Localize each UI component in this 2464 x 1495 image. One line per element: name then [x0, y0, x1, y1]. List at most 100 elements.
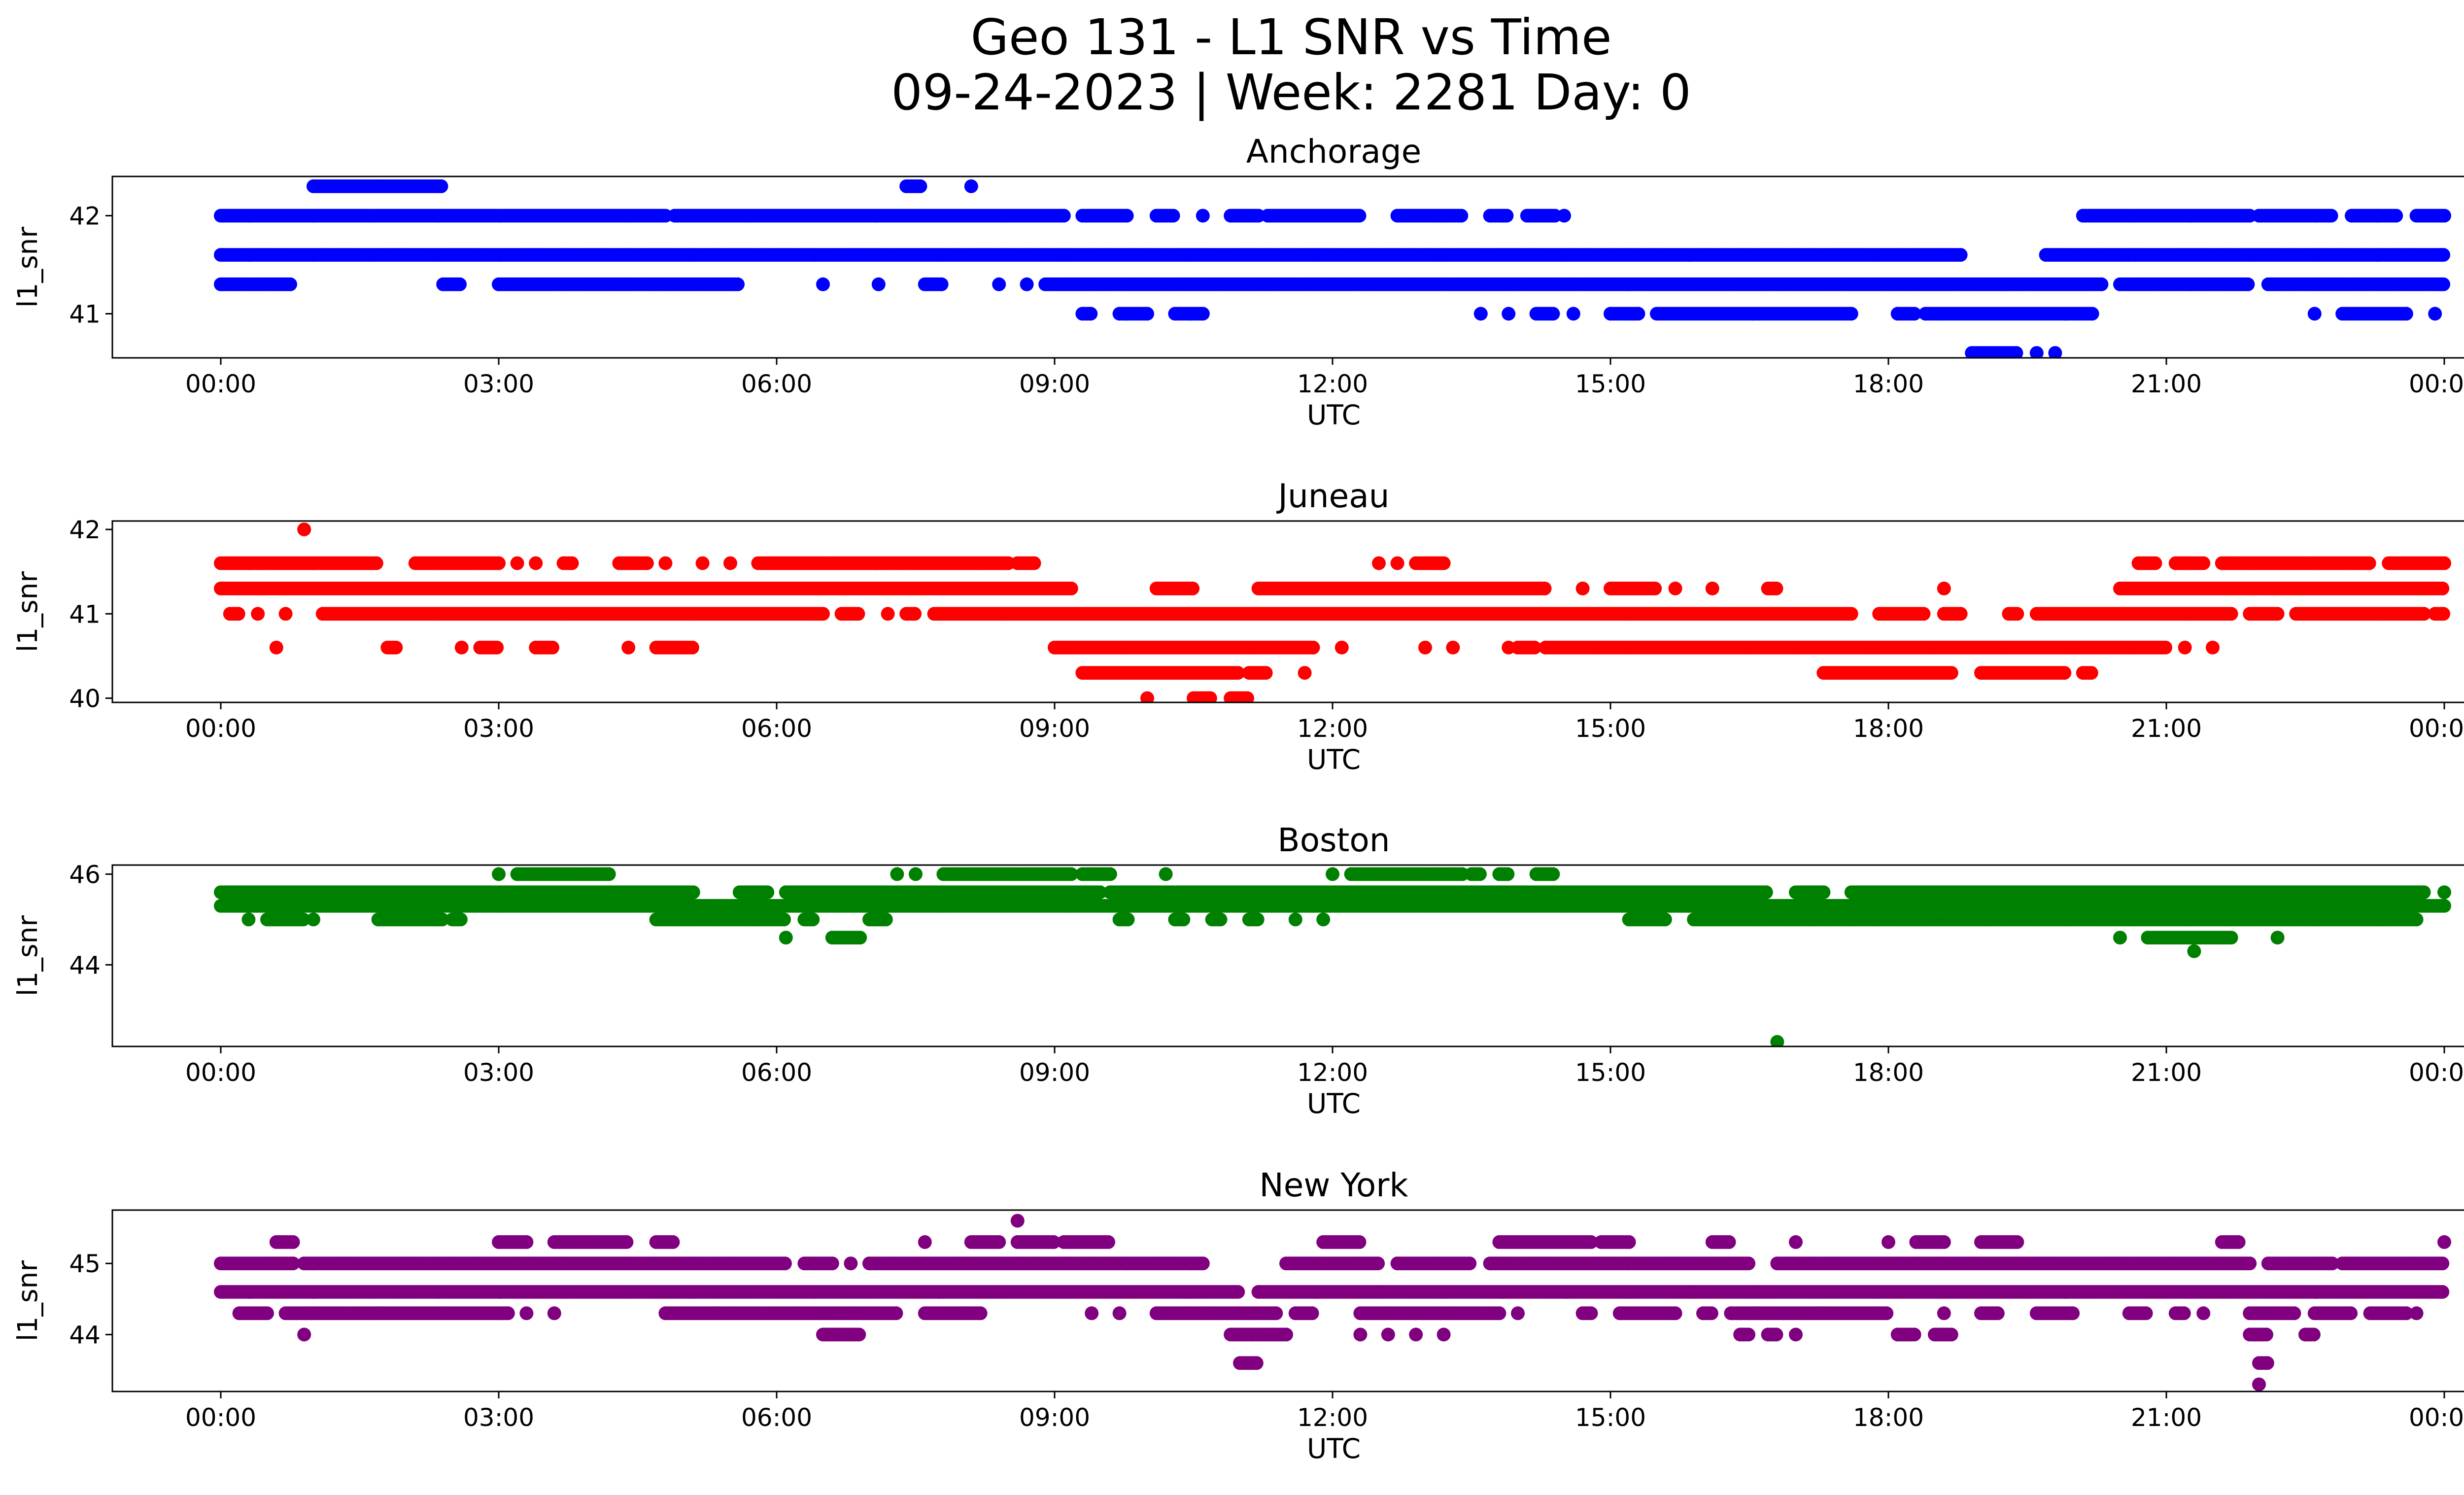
x-axis-label: UTC: [1307, 399, 1361, 431]
data-point: [2084, 666, 2098, 680]
data-point: [1575, 581, 1590, 595]
data-point: [1064, 867, 1078, 881]
data-point: [1186, 581, 1200, 595]
data-point: [510, 556, 524, 570]
data-point: [2435, 581, 2450, 595]
y-tick-label: 42: [69, 202, 101, 231]
data-point: [492, 867, 506, 881]
y-tick-label: 41: [69, 600, 101, 628]
data-point: [1937, 581, 1951, 595]
x-tick-label: 09:00: [1019, 370, 1090, 398]
data-point: [1306, 640, 1320, 655]
data-point: [1027, 556, 1041, 570]
data-point: [2196, 556, 2211, 570]
data-point: [658, 556, 673, 570]
data-point: [1953, 607, 1968, 621]
data-point: [369, 556, 383, 570]
data-point: [1335, 640, 1349, 655]
data-point: [2324, 209, 2338, 223]
y-tick-label: 42: [69, 516, 101, 544]
data-point: [1020, 277, 1034, 291]
data-point: [1501, 867, 1515, 881]
data-point: [1705, 581, 1719, 595]
data-point: [1454, 209, 1469, 223]
x-tick-label: 21:00: [2131, 370, 2202, 398]
data-point: [490, 640, 504, 655]
data-point: [251, 607, 265, 621]
subplot-title: Boston: [1277, 821, 1390, 859]
data-point: [1631, 307, 1645, 321]
data-point: [2437, 556, 2451, 570]
data-point: [529, 556, 543, 570]
data-point: [2048, 346, 2062, 358]
data-points: [214, 522, 2451, 702]
data-point: [389, 640, 403, 655]
data-point: [546, 640, 559, 655]
x-tick-label: 15:00: [1575, 370, 1646, 398]
data-point: [1500, 209, 1514, 223]
data-point: [2436, 277, 2451, 291]
data-point: [890, 867, 904, 881]
data-point: [1166, 209, 1180, 223]
data-point: [453, 277, 467, 291]
data-point: [934, 277, 949, 291]
data-point: [1326, 867, 1339, 881]
data-point: [1437, 556, 1451, 570]
data-point: [2057, 666, 2072, 680]
x-tick-label: 06:00: [741, 714, 812, 743]
data-point: [2148, 556, 2162, 570]
data-point: [2436, 248, 2451, 262]
data-point: [1259, 666, 1273, 680]
x-tick-label: 00:00: [185, 714, 256, 743]
x-axis-label: UTC: [1307, 744, 1361, 775]
data-point: [2158, 640, 2173, 655]
data-point: [908, 607, 922, 621]
data-point: [1907, 307, 1921, 321]
data-point: [1057, 209, 1071, 223]
data-point: [685, 640, 699, 655]
data-point: [992, 277, 1006, 291]
data-point: [1944, 666, 1958, 680]
data-point: [2362, 556, 2376, 570]
data-point: [1566, 307, 1580, 321]
x-tick-label: 09:00: [1019, 714, 1090, 743]
data-point: [640, 556, 654, 570]
data-point: [2389, 209, 2403, 223]
data-point: [492, 556, 506, 570]
data-point: [1352, 209, 1367, 223]
data-point: [1196, 209, 1210, 223]
data-point: [602, 867, 616, 881]
data-point: [851, 607, 865, 621]
data-point: [2399, 307, 2413, 321]
x-tick-label: 12:00: [1297, 714, 1368, 743]
data-point: [1140, 307, 1154, 321]
y-tick-label: 41: [69, 300, 101, 328]
data-point: [1527, 640, 1541, 655]
y-tick-label: 40: [69, 684, 101, 713]
x-tick-label: 00:00: [2409, 370, 2464, 398]
axes-frame: [111, 520, 2464, 703]
data-point: [871, 277, 886, 291]
data-point: [1546, 307, 1560, 321]
data-point: [2437, 209, 2451, 223]
data-point: [816, 607, 830, 621]
x-tick-label: 18:00: [1853, 714, 1924, 743]
x-tick-label: 12:00: [1297, 370, 1368, 398]
x-tick-label: 00:00: [2409, 714, 2464, 743]
data-point: [2178, 640, 2192, 655]
data-point: [1231, 666, 1245, 680]
data-point: [1557, 209, 1571, 223]
data-point: [283, 277, 297, 291]
data-point: [695, 556, 710, 570]
data-points: [214, 867, 2451, 1046]
data-point: [1916, 607, 1931, 621]
x-tick-label: 18:00: [1853, 370, 1924, 398]
data-point: [2085, 307, 2099, 321]
axes-frame: [111, 175, 2464, 359]
data-point: [297, 522, 311, 537]
data-point: [1502, 307, 1516, 321]
